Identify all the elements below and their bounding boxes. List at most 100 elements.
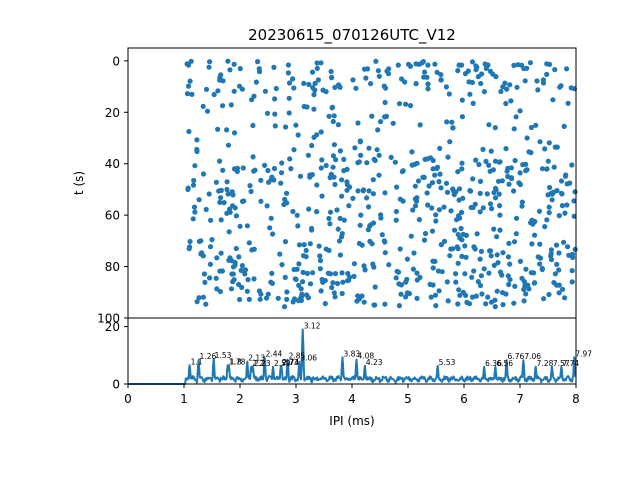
scatter-point <box>477 178 484 184</box>
histogram-y-tick-label: 20 <box>105 320 120 334</box>
scatter-point <box>416 61 422 67</box>
scatter-point <box>341 156 347 162</box>
scatter-point <box>187 238 193 245</box>
scatter-point <box>434 69 440 75</box>
scatter-point <box>425 86 431 92</box>
scatter-point <box>194 137 200 143</box>
scatter-point <box>514 84 520 90</box>
histogram-y-axis: 0 20 <box>105 320 128 392</box>
scatter-point <box>270 231 276 237</box>
scatter-point <box>216 188 222 194</box>
scatter-point <box>268 215 274 221</box>
scatter-point <box>477 256 483 262</box>
scatter-point <box>437 145 443 151</box>
scatter-point <box>315 77 321 83</box>
scatter-point <box>511 300 517 306</box>
scatter-plot-area: 0 20 40 60 80 100 t (s) <box>72 47 578 326</box>
scatter-point <box>240 165 246 171</box>
scatter-point <box>305 152 311 158</box>
scatter-point <box>237 66 243 72</box>
scatter-point <box>220 103 226 109</box>
scatter-point <box>505 254 511 260</box>
scatter-point <box>446 91 452 97</box>
scatter-point <box>403 294 409 300</box>
scatter-point <box>517 108 523 114</box>
peak-label: 2.74 <box>282 358 299 367</box>
scatter-point <box>203 301 209 307</box>
scatter-point <box>225 191 231 197</box>
scatter-point <box>376 172 382 178</box>
scatter-point <box>376 152 382 158</box>
scatter-point <box>327 209 334 215</box>
scatter-point <box>452 227 458 233</box>
scatter-point <box>301 103 307 110</box>
scatter-point <box>283 124 289 130</box>
scatter-point <box>372 302 378 308</box>
scatter-point <box>523 266 529 272</box>
scatter-point <box>337 252 343 258</box>
scatter-point <box>194 148 200 155</box>
scatter-point <box>492 297 498 303</box>
scatter-point <box>394 268 400 274</box>
scatter-point <box>467 91 473 97</box>
peak-label: 6.36 <box>485 359 502 368</box>
scatter-point <box>564 181 570 187</box>
scatter-point <box>340 279 346 285</box>
scatter-point <box>565 100 571 106</box>
scatter-point <box>196 295 202 301</box>
scatter-point <box>251 93 257 99</box>
scatter-point <box>296 261 302 267</box>
scatter-point <box>478 273 484 279</box>
scatter-point <box>437 171 443 177</box>
scatter-point <box>424 190 430 196</box>
scatter-point <box>186 246 192 252</box>
scatter-point <box>398 291 404 297</box>
scatter-point <box>539 166 546 172</box>
scatter-point <box>339 193 345 199</box>
scatter-point <box>485 294 491 300</box>
scatter-point <box>364 195 370 201</box>
scatter-point <box>416 217 422 223</box>
scatter-point <box>506 281 512 288</box>
scatter-point <box>394 184 400 190</box>
scatter-point <box>455 68 461 74</box>
scatter-point <box>332 271 339 277</box>
scatter-point <box>544 71 550 77</box>
scatter-point <box>346 203 352 209</box>
scatter-point <box>189 91 195 97</box>
scatter-point <box>269 270 275 276</box>
peak-label: 2.73 <box>282 358 299 367</box>
scatter-point <box>310 270 316 276</box>
scatter-point <box>450 186 456 192</box>
scatter-point <box>282 274 288 280</box>
scatter-point <box>414 270 420 276</box>
scatter-point <box>455 246 461 252</box>
scatter-point <box>393 208 399 215</box>
scatter-point <box>286 110 292 116</box>
scatter-point <box>246 296 252 302</box>
scatter-point <box>521 279 528 285</box>
scatter-point <box>500 302 506 308</box>
scatter-point <box>510 188 517 194</box>
scatter-point <box>479 71 485 77</box>
scatter-point <box>473 63 479 69</box>
scatter-point <box>226 229 232 235</box>
scatter-point <box>311 106 317 112</box>
scatter-point <box>314 209 320 215</box>
scatter-point <box>546 140 552 146</box>
scatter-point <box>444 279 450 285</box>
peak-label: 4.23 <box>366 358 383 367</box>
scatter-point <box>470 100 476 106</box>
scatter-point <box>231 61 237 67</box>
scatter-point <box>239 263 245 269</box>
scatter-point <box>392 159 398 165</box>
peak-label: 6.56 <box>496 359 513 368</box>
scatter-point <box>497 212 503 218</box>
scatter-point <box>230 279 236 285</box>
histogram-x-tick-label: 3 <box>292 392 300 406</box>
scatter-point <box>565 244 571 250</box>
scatter-point <box>548 251 554 257</box>
scatter-point <box>288 166 294 172</box>
scatter-point <box>397 196 403 202</box>
scatter-point <box>410 207 416 213</box>
